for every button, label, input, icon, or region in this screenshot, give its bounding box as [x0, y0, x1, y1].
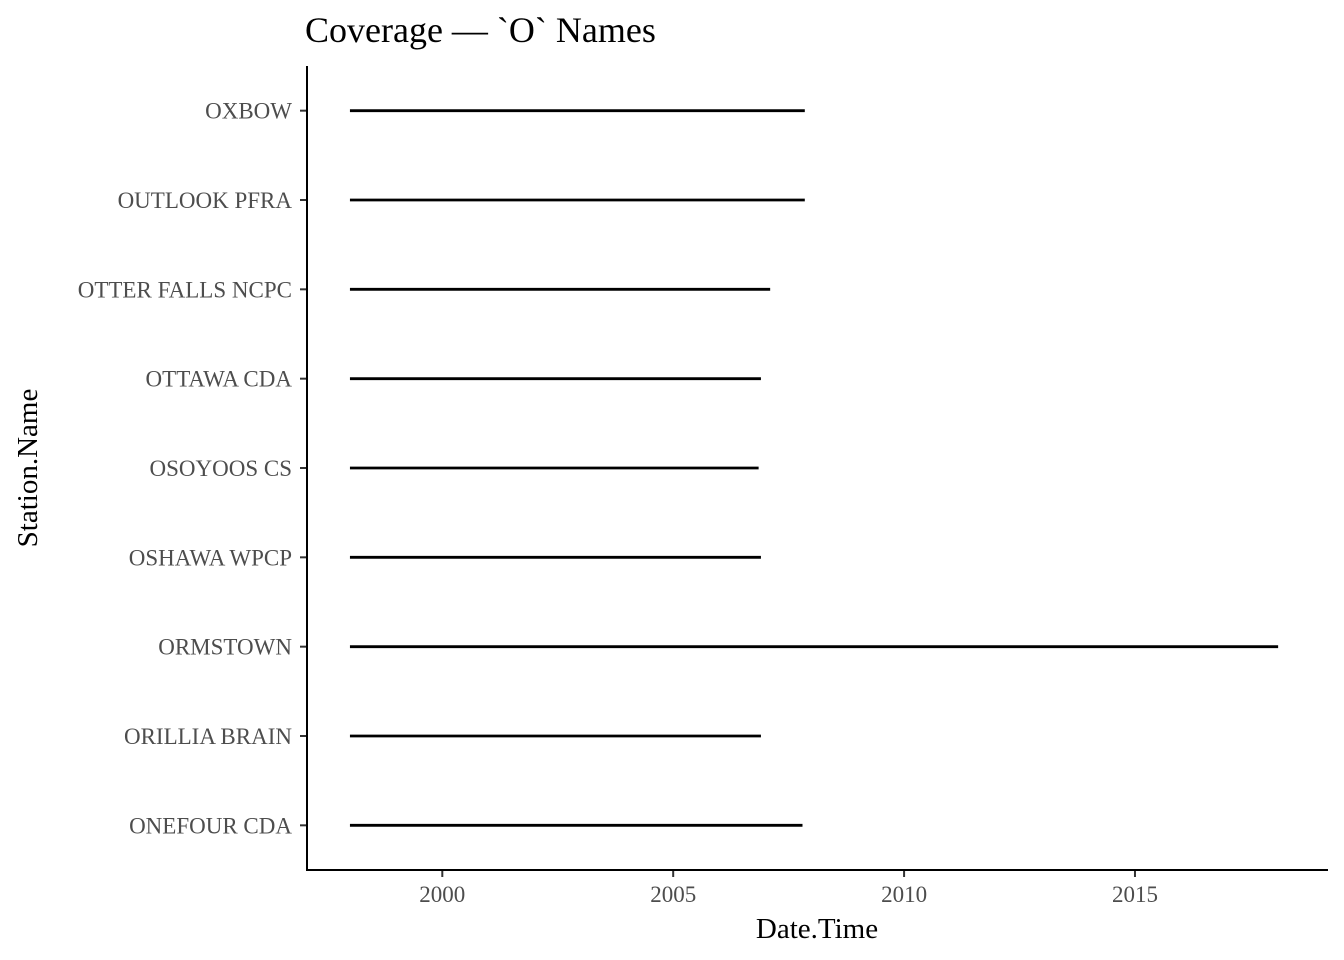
x-tick-label: 2015 [1112, 882, 1158, 907]
y-tick-label: OSOYOOS CS [149, 456, 292, 481]
y-axis-ticks: ONEFOUR CDA ORILLIA BRAIN ORMSTOWN OSHAWA W… [78, 99, 307, 838]
y-axis-title: Station.Name [12, 389, 44, 548]
y-tick-label: OTTAWA CDA [146, 367, 293, 392]
y-tick-label: ORILLIA BRAIN [124, 724, 292, 749]
y-tick-label: OUTLOOK PFRA [118, 188, 293, 213]
x-axis-title: Date.Time [756, 913, 878, 945]
x-axis-ticks: 2000 2005 2010 2015 [419, 870, 1158, 907]
coverage-segments [349, 109, 1279, 827]
x-tick-label: 2010 [881, 882, 927, 907]
y-tick-label: ONEFOUR CDA [129, 813, 292, 838]
x-tick-label: 2000 [419, 882, 465, 907]
y-tick-label: OXBOW [205, 99, 292, 124]
y-tick-label: ORMSTOWN [158, 635, 292, 660]
y-tick-label: OTTER FALLS NCPC [78, 277, 292, 302]
x-tick-label: 2005 [650, 882, 696, 907]
y-tick-label: OSHAWA WPCP [129, 545, 292, 570]
chart-title: Coverage — `O` Names [305, 10, 656, 50]
